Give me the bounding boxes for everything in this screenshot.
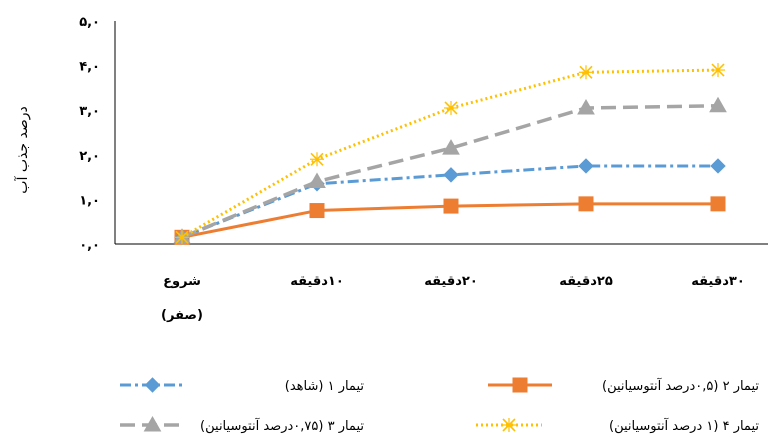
series-3 [173, 96, 727, 244]
data-point [710, 196, 726, 212]
data-point [309, 203, 325, 219]
chart-axes [114, 21, 768, 245]
legend-label: تیمار ۴ (۱ درصد آنتوسیانین) [609, 417, 759, 434]
data-point [577, 98, 595, 115]
data-point [578, 196, 594, 212]
legend-item-4: تیمار ۴ (۱ درصد آنتوسیانین) [476, 417, 759, 434]
series-group [173, 63, 727, 246]
data-point [442, 139, 460, 155]
legend-label: تیمار ۱ (شاهد) [285, 379, 365, 394]
data-point [444, 100, 458, 115]
data-point [709, 96, 727, 113]
y-tick-label: ۰,۰ [79, 238, 100, 253]
x-tick-label: شروع (صفر) [161, 274, 203, 323]
y-tick-labels: ۰,۰ ۱,۰ ۲,۰ ۳,۰ ۴,۰ ۵,۰ [79, 15, 100, 253]
y-axis-label: درصد جذب آب [14, 106, 31, 193]
y-tick-label: ۲,۰ [79, 149, 100, 164]
legend-item-1: تیمار ۱ (شاهد) [120, 377, 365, 394]
data-point [175, 230, 189, 245]
series-4 [175, 63, 725, 245]
x-tick-label: ۱۰دقیقه [290, 274, 344, 289]
legend: تیمار ۱ (شاهد) تیمار ۲ (۰,۵درصد آنتوسیانی… [120, 377, 759, 434]
x-tick-label: ۳۰دقیقه [691, 274, 745, 289]
data-point [443, 198, 459, 214]
x-tick-labels: شروع (صفر) ۱۰دقیقه ۲۰دقیقه ۲۵دقیقه ۳۰دقیقه [161, 274, 745, 323]
x-tick-label: ۲۰دقیقه [424, 274, 478, 289]
legend-item-2: تیمار ۲ (۰,۵درصد آنتوسیانین) [488, 377, 759, 394]
legend-swatch-marker [502, 418, 516, 432]
legend-swatch-marker [512, 377, 528, 393]
data-point [579, 65, 593, 80]
data-point [578, 158, 594, 174]
x-tick-label: ۲۵دقیقه [559, 274, 613, 289]
data-point [711, 63, 725, 78]
data-point [310, 152, 324, 167]
y-tick-label: ۱,۰ [79, 193, 100, 208]
data-point [443, 167, 459, 183]
legend-swatch-marker [143, 415, 162, 432]
series-line [181, 103, 719, 239]
legend-swatch-marker [144, 377, 161, 393]
y-tick-label: ۵,۰ [79, 15, 100, 30]
y-tick-label: ۳,۰ [79, 104, 100, 119]
legend-label: تیمار ۳ (۰,۷۵درصد آنتوسیانین) [200, 417, 364, 434]
y-tick-label: ۴,۰ [79, 60, 100, 75]
data-point [308, 172, 326, 189]
series-2 [174, 196, 726, 245]
data-point [710, 158, 726, 174]
legend-item-3: تیمار ۳ (۰,۷۵درصد آنتوسیانین) [120, 415, 364, 434]
legend-label: تیمار ۲ (۰,۵درصد آنتوسیانین) [602, 377, 759, 394]
